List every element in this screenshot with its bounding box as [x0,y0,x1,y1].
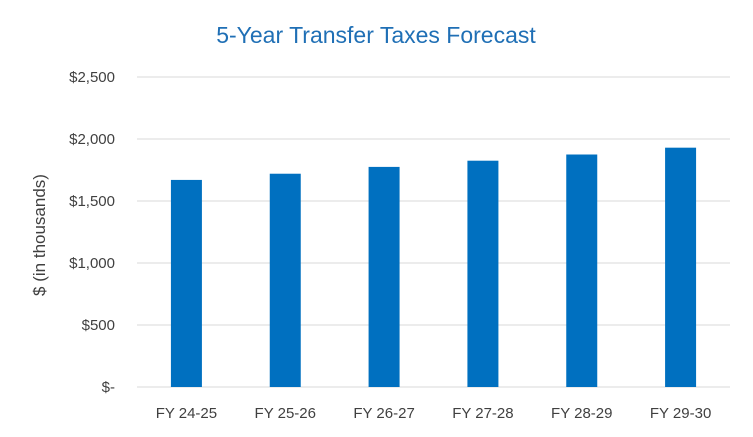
x-tick-label: FY 27-28 [452,405,513,422]
x-tick-label: FY 25-26 [255,405,316,422]
bar [665,147,697,387]
y-tick-label: $1,000 [69,255,115,272]
bar [368,166,400,387]
y-tick-labels: $- $500 $1,000 $1,500 $2,000 $2,500 [69,69,115,396]
y-tick-label: $2,000 [69,131,115,148]
bar [269,173,301,387]
y-tick-label: $- [102,379,115,396]
x-tick-labels: FY 24-25 FY 25-26 FY 26-27 FY 27-28 FY 28-29… [156,405,712,422]
chart-title: 5-Year Transfer Taxes Forecast [216,22,536,48]
y-tick-label: $2,500 [69,69,115,86]
x-tick-label: FY 28-29 [551,405,612,422]
y-tick-label: $500 [82,317,115,334]
y-tick-label: $1,500 [69,193,115,210]
bar [170,179,202,387]
bars [170,147,697,387]
bar [566,154,598,387]
gridlines [137,76,730,388]
bar [467,160,499,387]
x-tick-label: FY 29-30 [650,405,711,422]
x-tick-label: FY 26-27 [353,405,414,422]
x-tick-label: FY 24-25 [156,405,217,422]
y-axis-label: $ (in thousands) [30,174,49,296]
